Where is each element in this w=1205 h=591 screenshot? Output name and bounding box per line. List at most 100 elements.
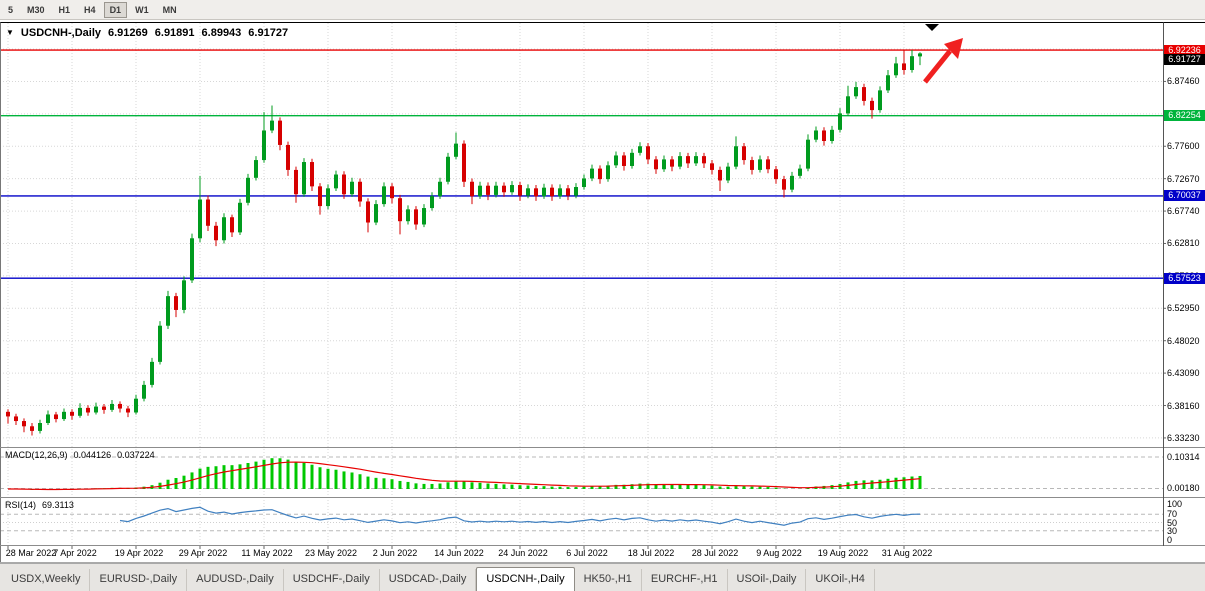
candle-body	[366, 201, 370, 223]
candle-body	[894, 63, 898, 76]
chart-tab-audusd-daily[interactable]: AUDUSD-,Daily	[187, 569, 284, 591]
candle-body	[758, 159, 762, 170]
trend-arrow-head[interactable]	[944, 38, 963, 59]
candle-body	[102, 406, 106, 410]
rsi-axis-label: 100	[1167, 499, 1183, 509]
candle-body	[862, 87, 866, 101]
candle-body	[750, 160, 754, 170]
candle-body	[478, 185, 482, 197]
candle-body	[406, 209, 410, 222]
candle-body	[398, 198, 402, 222]
candle-body	[238, 202, 242, 233]
price-axis-label: 6.62810	[1167, 238, 1200, 249]
candle-body	[342, 174, 346, 195]
candle-body	[574, 187, 578, 196]
timeframe-toolbar: 5 M30 H1 H4 D1 W1 MN	[0, 0, 1205, 20]
candle-body	[22, 421, 26, 427]
candle-body	[542, 187, 546, 197]
candle-body	[510, 185, 514, 193]
candle-body	[318, 186, 322, 207]
chart-tab-usdcnh-daily[interactable]: USDCNH-,Daily	[476, 567, 575, 591]
candle-body	[590, 168, 594, 179]
hline-price-tag[interactable]: 6.57523	[1164, 272, 1205, 284]
rsi-value: 69.3113	[42, 500, 74, 510]
timeframe-button-h1[interactable]: H1	[58, 4, 71, 15]
candle-body	[902, 63, 906, 71]
candle-body	[582, 178, 586, 188]
candle-body	[118, 403, 122, 409]
chart-tab-usdcad-daily[interactable]: USDCAD-,Daily	[380, 569, 477, 591]
candle-body	[142, 384, 146, 399]
candle-body	[286, 144, 290, 170]
chart-ohlc-header: ▼ USDCNH-,Daily 6.91269 6.91891 6.89943 …	[6, 27, 288, 39]
timeframe-button-m30[interactable]: M30	[27, 4, 45, 15]
macd-signal-line	[8, 461, 921, 491]
candle-body	[182, 280, 186, 310]
triangle-down-marker[interactable]	[925, 24, 939, 31]
candle-body	[166, 296, 170, 326]
chart-tab-usdchf-daily[interactable]: USDCHF-,Daily	[284, 569, 380, 591]
candle-body	[718, 169, 722, 181]
candle-body	[766, 159, 770, 170]
trend-arrow-shaft[interactable]	[923, 49, 952, 84]
timeframe-button-mn[interactable]: MN	[162, 4, 177, 15]
candle-body	[222, 217, 226, 241]
candle-body	[310, 162, 314, 187]
macd-axis-label: 0.00180	[1167, 483, 1200, 494]
symbol-title: USDCNH-,Daily	[20, 27, 101, 39]
candle-body	[62, 411, 66, 420]
open-value: 6.91269	[108, 27, 148, 39]
chart-tab-ukoil-h4[interactable]: UKOil-,H4	[806, 569, 875, 591]
candle-body	[846, 96, 850, 114]
rsi-axis-label: 70	[1167, 509, 1178, 520]
timeframe-button-5[interactable]: 5	[8, 4, 14, 15]
chart-tab-hk50-h1[interactable]: HK50-,H1	[575, 569, 642, 591]
time-axis-label: 14 Jun 2022	[434, 548, 484, 558]
candle-body	[94, 406, 98, 413]
candle-body	[374, 204, 378, 223]
rsi-line	[119, 506, 921, 526]
candle-body	[126, 408, 130, 413]
candle-body	[798, 168, 802, 176]
chart-tab-eurchf-h1[interactable]: EURCHF-,H1	[642, 569, 728, 591]
price-axis-label: 6.72670	[1167, 173, 1200, 184]
candle-body	[70, 411, 74, 416]
candle-body	[694, 156, 698, 164]
candle-body	[326, 188, 330, 207]
candle-body	[294, 169, 298, 195]
time-axis-label: 7 Apr 2022	[53, 548, 97, 558]
candle-body	[494, 185, 498, 195]
candle-body	[702, 156, 706, 164]
candle-body	[686, 156, 690, 164]
candle-body	[38, 423, 42, 431]
candle-body	[198, 199, 202, 239]
timeframe-button-w1[interactable]: W1	[135, 4, 149, 15]
candle-body	[734, 146, 738, 167]
candle-body	[486, 185, 490, 195]
chart-tab-usoil-daily[interactable]: USOil-,Daily	[728, 569, 807, 591]
time-axis-label: 23 May 2022	[304, 548, 358, 558]
candle-body	[262, 130, 266, 161]
time-axis-label: 29 Apr 2022	[178, 548, 228, 558]
candle-body	[382, 186, 386, 205]
candle-body	[526, 188, 530, 196]
hline-price-tag[interactable]: 6.92236	[1164, 44, 1205, 56]
timeframe-button-d1[interactable]: D1	[103, 1, 128, 18]
candle-body	[854, 87, 858, 97]
candle-body	[662, 159, 666, 170]
candle-body	[446, 156, 450, 182]
timeframe-button-h4[interactable]: H4	[84, 4, 96, 15]
price-axis-label: 6.77600	[1167, 141, 1200, 152]
time-axis-label: 24 Jun 2022	[498, 548, 548, 558]
hline-price-tag[interactable]: 6.70037	[1164, 190, 1205, 202]
candle-body	[46, 414, 50, 424]
candle-body	[710, 163, 714, 170]
candle-body	[870, 100, 874, 111]
chart-tab-usdx-weekly[interactable]: USDX,Weekly	[2, 569, 91, 591]
candle-body	[150, 361, 154, 385]
low-value: 6.89943	[201, 27, 242, 39]
chart-tab-eurusd-daily[interactable]: EURUSD-,Daily	[90, 569, 188, 591]
hline-price-tag[interactable]: 6.82254	[1164, 110, 1205, 122]
candle-body	[630, 152, 634, 166]
